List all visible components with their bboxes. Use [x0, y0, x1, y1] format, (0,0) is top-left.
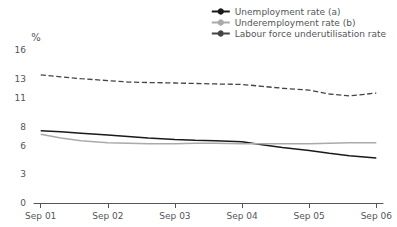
svg-text:Sep 01: Sep 01: [25, 211, 56, 221]
svg-text:Sep 04: Sep 04: [226, 211, 258, 221]
svg-text:Labour force underutilisation: Labour force underutilisation rate: [235, 29, 387, 39]
svg-text:3: 3: [20, 169, 26, 179]
svg-text:Underemployment rate (b): Underemployment rate (b): [235, 18, 356, 28]
svg-text:Sep 05: Sep 05: [294, 211, 325, 221]
svg-text:6: 6: [20, 141, 26, 151]
svg-text:16: 16: [15, 45, 27, 55]
svg-text:0: 0: [20, 198, 26, 208]
svg-text:Sep 02: Sep 02: [92, 211, 123, 221]
svg-text:11: 11: [15, 93, 26, 103]
svg-text:%: %: [31, 32, 41, 43]
svg-text:Sep 06: Sep 06: [361, 211, 393, 221]
svg-text:8: 8: [20, 122, 26, 132]
svg-text:Sep 03: Sep 03: [159, 211, 190, 221]
svg-text:Unemployment rate (a): Unemployment rate (a): [235, 7, 341, 17]
svg-text:13: 13: [15, 74, 26, 84]
